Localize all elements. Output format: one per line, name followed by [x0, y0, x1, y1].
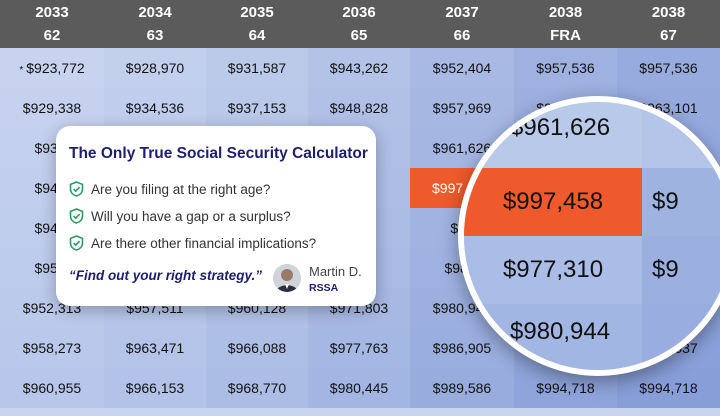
magnified-value: $9 [642, 168, 720, 236]
column-header: 2038 FRA [514, 0, 617, 48]
cell-value: $937,153 [227, 100, 287, 116]
cell-value: $923,772 [26, 60, 85, 76]
table-cell: $957,536 [514, 48, 617, 88]
cell-value: $958,273 [22, 340, 82, 356]
table-cell: $968,770 [206, 368, 308, 408]
column-age: 64 [248, 27, 266, 44]
calculator-promo-card[interactable]: The Only True Social Security Calculator… [56, 126, 376, 306]
cell-value: $931,587 [227, 60, 287, 76]
cell-value: $957,536 [639, 60, 698, 76]
cell-value: $957,536 [536, 60, 595, 76]
column-age: 66 [453, 27, 471, 44]
table-cell: $934,536 [104, 88, 206, 128]
table-cell: $957,536 [617, 48, 720, 88]
table-cell: $960,955 [0, 368, 104, 408]
column-age: FRA [550, 27, 581, 44]
table-cell: $931,587 [206, 48, 308, 88]
card-quote: “Find out your right strategy.” [69, 268, 263, 283]
shield-check-icon [69, 181, 84, 197]
column-age: 67 [660, 27, 677, 44]
shield-check-icon [69, 235, 84, 251]
column-year: 2038 [651, 4, 686, 21]
table-cell: $928,970 [104, 48, 206, 88]
card-title: The Only True Social Security Calculator [69, 145, 368, 162]
table-cell: $958,273 [0, 328, 104, 368]
table-cell: $980,445 [308, 368, 410, 408]
table-cell: $929,338 [0, 88, 104, 128]
column-age: 63 [146, 27, 164, 44]
table-cell: $952,404 [410, 48, 514, 88]
column-header: 2034 63 [104, 0, 206, 48]
author-avatar [273, 264, 301, 292]
column-year: 2034 [138, 4, 172, 21]
cell-value: $980,445 [329, 380, 389, 396]
magnified-cell [642, 102, 720, 168]
question-filing-age: Are you filing at the right age? [69, 181, 270, 197]
column-header: 2035 64 [206, 0, 308, 48]
table-cell: $994,718 [617, 368, 720, 408]
table-cell: $966,153 [104, 368, 206, 408]
column-year: 2038 [548, 4, 583, 21]
column-year: 2036 [342, 4, 376, 21]
column-age: 65 [350, 27, 368, 44]
column-year: 2033 [35, 4, 69, 21]
row-marker: * [19, 65, 24, 76]
column-year: 2035 [240, 4, 274, 21]
table-cell: $963,471 [104, 328, 206, 368]
magnified-value: $980,944 [464, 304, 642, 370]
column-header: 2038 67 [617, 0, 720, 48]
cell-value: $929,338 [22, 100, 82, 116]
cell-value: $960,955 [22, 380, 82, 396]
magnified-cell [642, 304, 720, 370]
question-text: Are you filing at the right age? [91, 182, 271, 197]
table-cell: * $923,772 [0, 48, 104, 88]
column-header: 2036 65 [308, 0, 410, 48]
table-cell: $966,088 [206, 328, 308, 368]
cell-value: $989,586 [432, 380, 492, 396]
cell-value: $928,970 [125, 60, 185, 76]
column-age: 62 [43, 27, 61, 44]
cell-value: $963,471 [125, 340, 185, 356]
magnified-value: $9 [642, 236, 720, 304]
table-cell: $989,586 [410, 368, 514, 408]
author-credential: RSSA [309, 282, 339, 294]
question-financial-implications: Are there other financial implications? [69, 235, 316, 251]
cell-value: $968,770 [227, 380, 287, 396]
cell-value: $952,404 [432, 60, 492, 76]
magnifier-lens: $961,626 $997,458 $9 $977,310 $9 $980,944 [458, 96, 720, 376]
magnified-value: $961,626 [464, 102, 642, 168]
cell-value: $934,536 [125, 100, 185, 116]
magnified-value: $997,458 [464, 168, 642, 236]
question-gap-surplus: Will you have a gap or a surplus? [69, 208, 291, 224]
cell-value: $966,153 [125, 380, 185, 396]
table-cell: $943,262 [308, 48, 410, 88]
magnified-value: $977,310 [464, 236, 642, 304]
table-cell: $937,153 [206, 88, 308, 128]
cell-value: $977,763 [329, 340, 389, 356]
table-cell: $977,763 [308, 328, 410, 368]
cell-value: $948,828 [329, 100, 389, 116]
cell-value: $943,262 [329, 60, 389, 76]
question-text: Are there other financial implications? [91, 236, 317, 251]
cell-value: $994,718 [536, 380, 595, 396]
table-cell: $948,828 [308, 88, 410, 128]
cell-value: $997 [432, 180, 464, 196]
question-text: Will you have a gap or a surplus? [91, 209, 291, 224]
column-year: 2037 [445, 4, 479, 21]
shield-check-icon [69, 208, 84, 224]
person-photo-icon [273, 264, 301, 292]
cell-value: $994,718 [639, 380, 698, 396]
column-header: 2033 62 [0, 0, 104, 48]
cell-value: $966,088 [227, 340, 287, 356]
author-name: Martin D. [309, 264, 362, 279]
column-header: 2037 66 [410, 0, 514, 48]
